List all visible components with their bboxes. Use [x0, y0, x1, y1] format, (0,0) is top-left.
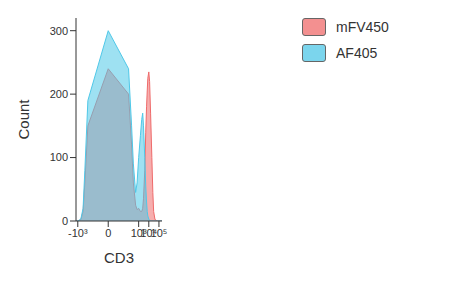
- svg-text:Count: Count: [15, 99, 32, 140]
- svg-text:-10³: -10³: [68, 227, 88, 239]
- svg-text:10⁵: 10⁵: [151, 227, 168, 239]
- svg-text:10⁴: 10⁴: [140, 226, 158, 239]
- svg-text:100: 100: [50, 151, 68, 163]
- svg-text:0: 0: [105, 227, 111, 239]
- html-text:AF405: AF405: [336, 45, 378, 61]
- svg-text:CD3: CD3: [104, 249, 134, 266]
- svg-text:0: 0: [62, 215, 68, 227]
- svg-text:10³: 10³: [130, 226, 147, 239]
- svg-text:300: 300: [50, 25, 68, 37]
- svg-text:200: 200: [50, 88, 68, 100]
- html-text:mFV450: mFV450: [336, 19, 389, 35]
